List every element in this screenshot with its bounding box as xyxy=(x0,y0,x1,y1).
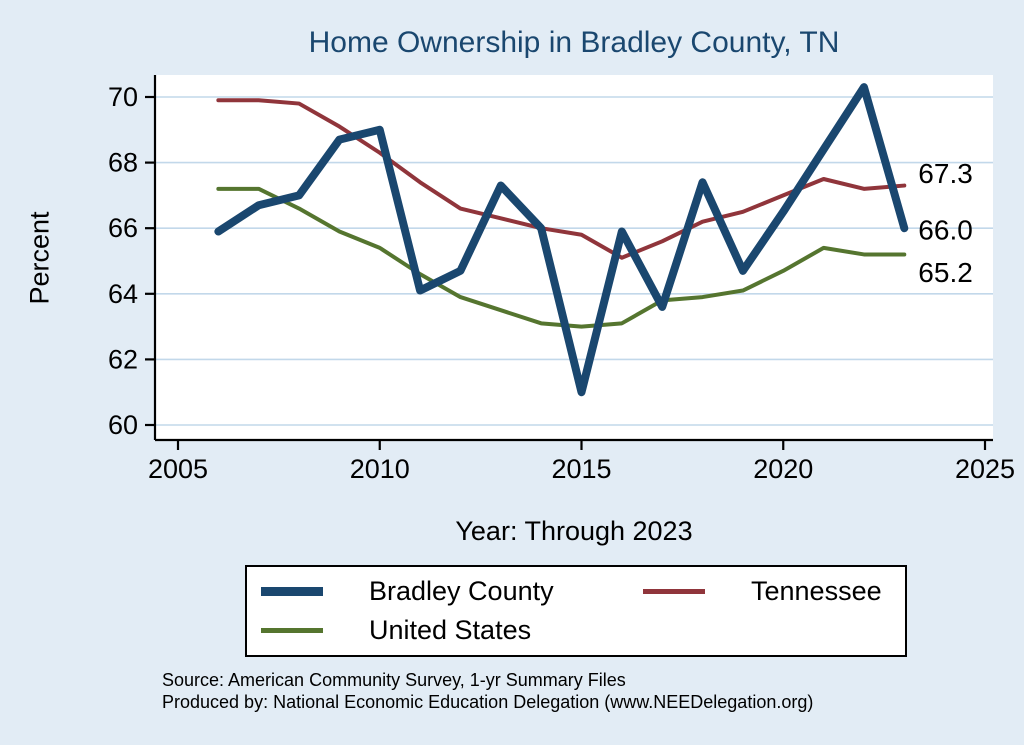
x-tick-label-2010: 2010 xyxy=(350,454,410,484)
legend-item-united-states: United States xyxy=(261,615,643,646)
produced-by-note: Produced by: National Economic Education… xyxy=(162,691,814,712)
x-tick-label-2020: 2020 xyxy=(753,454,813,484)
end-label-bradley_county: 66.0 xyxy=(918,215,973,246)
end-label-united_states: 65.2 xyxy=(918,257,973,288)
y-tick-label-70: 70 xyxy=(108,82,138,112)
x-tick-label-2015: 2015 xyxy=(551,454,611,484)
legend-swatch-bradley-county xyxy=(261,586,323,596)
x-tick-label-2005: 2005 xyxy=(148,454,208,484)
legend-swatch-tennessee xyxy=(643,588,705,594)
legend-item-tennessee: Tennessee xyxy=(643,576,905,607)
y-tick-label-62: 62 xyxy=(108,344,138,374)
y-tick-label-60: 60 xyxy=(108,410,138,440)
legend-swatch-united-states xyxy=(261,628,323,634)
legend-label-tennessee: Tennessee xyxy=(751,575,882,606)
x-axis-title: Year: Through 2023 xyxy=(455,516,693,546)
legend-label-united-states: United States xyxy=(369,615,532,646)
x-tick-label-2025: 2025 xyxy=(955,454,1015,484)
legend-item-bradley-county: Bradley County xyxy=(261,576,643,607)
y-axis-title: Percent xyxy=(24,211,55,305)
y-tick-label-64: 64 xyxy=(108,279,138,309)
end-label-tennessee: 67.3 xyxy=(918,158,973,189)
series-line-bradley_county xyxy=(214,83,909,397)
source-note: Source: American Community Survey, 1-yr … xyxy=(162,670,626,690)
footnotes: Source: American Community Survey, 1-yr … xyxy=(162,670,813,714)
legend: Bradley County Tennessee United States xyxy=(245,565,907,657)
plot-area xyxy=(155,75,993,440)
chart-title: Home Ownership in Bradley County, TN xyxy=(308,26,840,59)
series-line-tennessee xyxy=(216,98,907,260)
legend-label-bradley-county: Bradley County xyxy=(369,575,554,606)
y-tick-label-68: 68 xyxy=(108,148,138,178)
y-tick-label-66: 66 xyxy=(108,213,138,243)
